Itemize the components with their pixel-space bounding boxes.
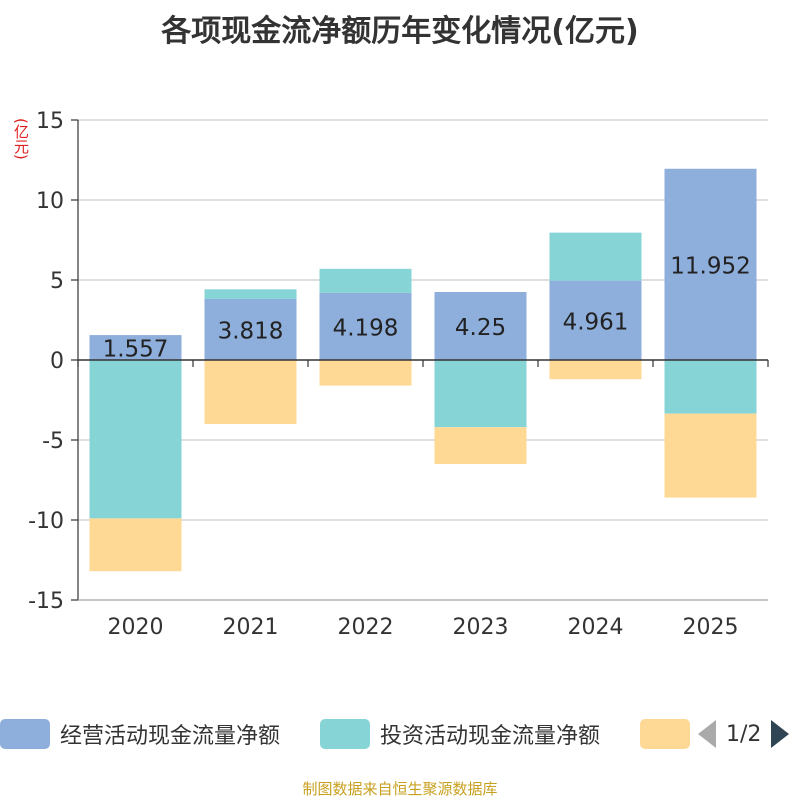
y-axis-unit: (亿元) xyxy=(12,118,30,160)
chart-title: 各项现金流净额历年变化情况(亿元) xyxy=(161,14,639,49)
y-tick-label: 10 xyxy=(36,189,64,214)
legend-label-operating: 经营活动现金流量净额 xyxy=(60,724,281,749)
bar-s2-2024 xyxy=(549,360,642,380)
bar-s0-2020 xyxy=(89,335,182,360)
x-tick-label-2021: 2021 xyxy=(223,615,279,640)
bar-s1-2025 xyxy=(664,360,757,414)
legend-swatch-operating xyxy=(0,719,50,749)
legend-pager: 1/2 xyxy=(698,712,790,756)
x-tick-label-2023: 2023 xyxy=(453,615,509,640)
bar-s0-2022 xyxy=(319,292,412,360)
bar-s0-2021 xyxy=(204,298,297,360)
bar-s1-2023 xyxy=(434,360,527,428)
legend-next-icon[interactable] xyxy=(771,720,790,748)
x-tick-label-2025: 2025 xyxy=(683,615,739,640)
legend: 经营活动现金流量净额 投资活动现金流量净额 1/2 xyxy=(0,712,800,756)
y-tick-label: -15 xyxy=(28,589,64,614)
legend-item-investing[interactable]: 投资活动现金流量净额 xyxy=(320,712,600,756)
legend-item-operating[interactable]: 经营活动现金流量净额 xyxy=(0,712,280,756)
bar-s2-2023 xyxy=(434,427,527,464)
x-tick-label-2022: 2022 xyxy=(338,615,394,640)
y-tick-label: -10 xyxy=(28,509,64,534)
y-tick-label: 0 xyxy=(50,349,64,374)
data-label-2023: 4.25 xyxy=(455,315,506,341)
data-label-2024: 4.961 xyxy=(563,309,629,335)
y-tick-label: -5 xyxy=(42,429,64,454)
bar-s2-2025 xyxy=(664,413,757,498)
bar-s2-2021 xyxy=(204,360,297,424)
y-tick-label: 5 xyxy=(50,269,64,294)
legend-swatch-third xyxy=(640,719,690,749)
bar-s2-2020 xyxy=(89,518,182,572)
bar-s2-2022 xyxy=(319,360,412,386)
legend-page-indicator: 1/2 xyxy=(726,721,762,747)
x-tick-label-2024: 2024 xyxy=(568,615,624,640)
bar-s0-2025 xyxy=(664,168,757,360)
x-tick-label-2020: 2020 xyxy=(108,615,164,640)
data-label-2021: 3.818 xyxy=(218,318,284,344)
bar-s1-2022 xyxy=(319,268,412,293)
data-label-2022: 4.198 xyxy=(333,315,399,341)
legend-prev-icon[interactable] xyxy=(698,720,716,748)
data-label-2020: 1.557 xyxy=(103,337,169,363)
bar-s1-2021 xyxy=(204,289,297,299)
source-footer: 制图数据来自恒生聚源数据库 xyxy=(302,780,498,798)
legend-label-investing: 投资活动现金流量净额 xyxy=(380,724,601,749)
bar-s0-2024 xyxy=(549,280,642,360)
data-label-2025: 11.952 xyxy=(670,253,750,279)
bar-s1-2020 xyxy=(89,360,182,519)
bar-s1-2024 xyxy=(549,232,642,281)
bar-s0-2023 xyxy=(434,292,527,360)
legend-item-third[interactable] xyxy=(640,712,690,756)
y-tick-label: 15 xyxy=(36,109,64,134)
legend-swatch-investing xyxy=(320,719,370,749)
